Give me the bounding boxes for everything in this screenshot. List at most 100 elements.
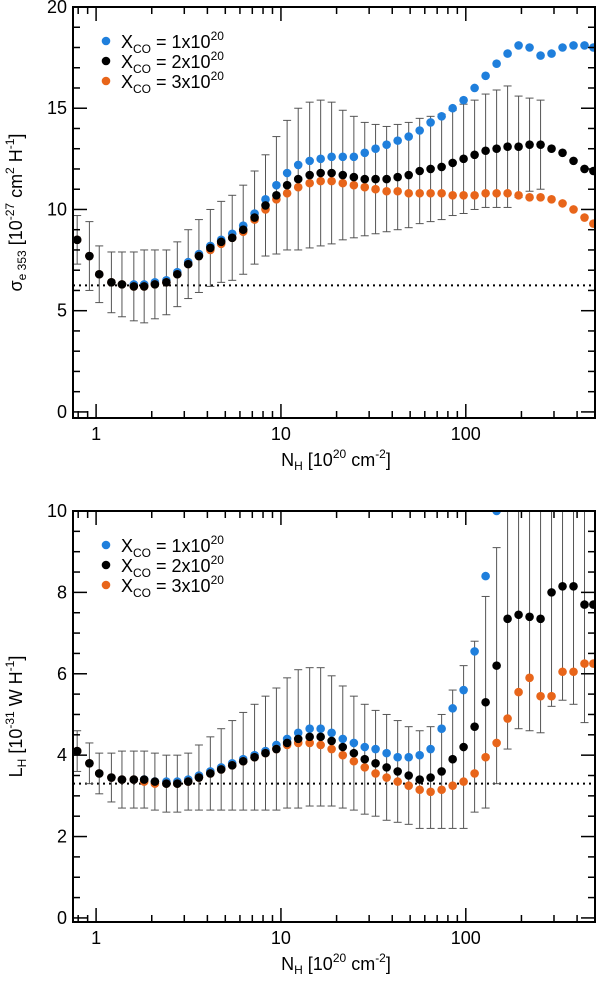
data-point-series-2 [437, 767, 446, 776]
data-point-series-1 [316, 154, 325, 164]
data-point-series-2 [162, 278, 171, 287]
data-point-series-2 [117, 280, 127, 289]
data-point-series-1 [338, 152, 348, 162]
data-point-series-2 [327, 168, 336, 178]
data-point-series-1 [382, 140, 391, 149]
data-point-series-1 [569, 482, 578, 491]
data-point-series-2 [250, 752, 259, 762]
data-point-series-1 [393, 752, 402, 762]
data-point-series-2 [173, 269, 182, 279]
data-point-series-1 [470, 647, 479, 656]
data-point-series-2 [525, 140, 534, 149]
data-point-series-2 [73, 235, 82, 245]
data-point-series-2 [382, 763, 391, 772]
data-point-series-2 [492, 661, 501, 670]
data-point-series-2 [349, 172, 359, 182]
data-point-series-1 [459, 685, 468, 695]
legend-entry: XCO = 1x1020 [121, 533, 224, 560]
data-point-series-2 [250, 213, 259, 222]
data-point-series-2 [238, 756, 248, 766]
data-point-series-1 [492, 511, 501, 516]
y-tick-label: 0 [57, 908, 67, 928]
data-point-series-3 [371, 184, 380, 194]
data-point-series-1 [536, 482, 545, 491]
data-point-series-1 [525, 482, 534, 491]
x-axis-ticks [77, 511, 596, 922]
data-point-series-2 [194, 773, 204, 782]
data-point-series-2 [514, 142, 523, 151]
data-point-series-2 [139, 282, 149, 291]
data-point-series-2 [194, 251, 204, 261]
data-point-series-3 [393, 186, 402, 196]
bottom-panel-luminosity-per-h: 1 10 100 0 2 4 6 8 10 NH [1020 cm-2] LH [10-31 W H… [3, 482, 596, 977]
data-point-series-2 [481, 697, 490, 707]
data-point-series-2 [580, 164, 589, 174]
data-point-series-2 [227, 761, 237, 770]
data-point-series-1 [293, 728, 303, 738]
data-point-series-3 [393, 777, 402, 786]
data-point-series-2 [514, 610, 523, 620]
data-point-series-2 [448, 754, 457, 764]
data-point-series-2 [558, 581, 567, 591]
data-point-series-2 [569, 581, 578, 591]
data-point-series-3 [349, 180, 359, 190]
data-point-series-2 [261, 748, 270, 758]
data-point-series-3 [503, 188, 512, 198]
data-point-series-3 [459, 777, 468, 786]
data-point-series-3 [492, 738, 501, 748]
data-point-series-2 [107, 278, 116, 287]
y-tick-label: 0 [57, 402, 67, 422]
data-point-series-2 [580, 600, 589, 609]
legend-entry: XCO = 2x1020 [121, 553, 224, 580]
data-point-series-2 [470, 150, 479, 160]
data-point-series-2 [305, 732, 314, 742]
legend-marker [101, 56, 111, 66]
top-panel-sigma-e353: 1 10 100 0 5 10 15 20 NH [1020 cm-2] σe 353 [10-2… [3, 0, 596, 473]
data-point-series-1 [437, 112, 446, 121]
data-point-series-2 [327, 736, 336, 746]
data-point-series-1 [371, 744, 380, 754]
data-point-series-1 [293, 160, 303, 170]
data-point-series-3 [338, 750, 348, 760]
data-point-series-2 [536, 614, 545, 624]
data-point-series-2 [459, 154, 468, 164]
data-point-series-2 [316, 732, 325, 742]
data-point-series-3 [470, 190, 479, 200]
data-point-series-2 [393, 172, 402, 182]
data-point-series-2 [173, 779, 182, 788]
x-axis-label: NH [1020 cm-2] [281, 951, 391, 977]
data-point-series-3 [536, 193, 545, 202]
data-point-series-2 [415, 775, 424, 784]
legend-marker [101, 36, 111, 46]
data-point-series-2 [349, 748, 359, 758]
data-point-series-2 [85, 251, 94, 261]
data-point-series-2 [272, 744, 281, 754]
data-point-series-3 [382, 186, 391, 196]
data-point-series-3 [569, 667, 578, 677]
y-axis-ticks [73, 6, 595, 413]
data-point-series-1 [481, 571, 490, 581]
data-point-series-3 [305, 738, 314, 748]
data-point-series-1 [426, 744, 435, 754]
data-point-series-1 [349, 738, 359, 748]
data-point-series-3 [525, 193, 534, 202]
data-point-series-3 [580, 659, 589, 668]
data-point-series-1 [360, 742, 370, 752]
data-point-series-1 [580, 41, 589, 50]
legend-entry: XCO = 2x1020 [121, 49, 224, 76]
x-tick-label: 10 [271, 928, 291, 948]
data-point-series-1 [371, 144, 380, 154]
data-point-series-2 [558, 148, 567, 158]
x-tick-label: 1 [91, 928, 101, 948]
data-point-series-2 [470, 722, 479, 731]
data-point-series-2 [360, 754, 370, 764]
data-point-series-2 [85, 758, 94, 768]
data-point-series-2 [404, 170, 413, 180]
data-point-series-2 [338, 170, 348, 180]
data-point-series-3 [382, 773, 391, 782]
data-point-series-1 [415, 750, 424, 760]
data-point-series-1 [558, 482, 567, 491]
y-tick-label: 4 [57, 745, 67, 765]
